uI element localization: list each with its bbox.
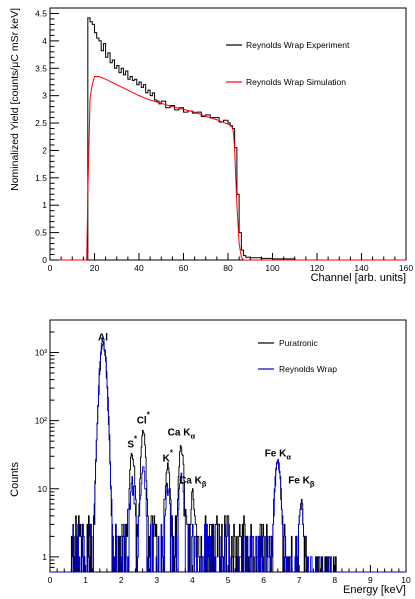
bottom-series-line-0 <box>50 341 406 573</box>
top-y-tick-label: 1.5 <box>35 173 47 183</box>
top-y-tick-label: 1 <box>42 200 47 210</box>
peak-label: K* <box>163 449 174 465</box>
top-x-tick-label: 60 <box>179 263 189 273</box>
bottom-y-tick-label: 10³ <box>35 348 47 358</box>
bottom-x-tick-label: 10 <box>401 575 411 585</box>
top-x-tick-label: 120 <box>310 263 324 273</box>
top-y-tick-label: 2 <box>42 145 47 155</box>
peak-label: Ca Kβ <box>179 475 207 488</box>
top-y-tick-label: 0 <box>42 255 47 265</box>
peak-label: Fe Kα <box>265 448 292 461</box>
bottom-x-tick-label: 6 <box>261 575 266 585</box>
top-legend-experiment-label: Reynolds Wrap Experiment <box>246 40 350 50</box>
chart-bottom: 0 1 2 3 4 5 6 7 8 9 10 1 10 10² 10³ Al S* Cl* K* Ca Kα Ca K… <box>9 319 411 596</box>
top-series-line-1 <box>50 75 406 261</box>
top-x-tick-label: 0 <box>48 263 53 273</box>
bottom-x-tick-label: 9 <box>368 575 373 585</box>
bottom-y-tick-label: 10 <box>38 484 48 494</box>
top-series-line-0 <box>50 17 406 261</box>
top-y-tick-label: 3.5 <box>35 63 47 73</box>
bottom-y-tick-label: 10² <box>35 416 47 426</box>
bottom-plot-frame <box>49 319 407 573</box>
bottom-x-tick-label: 3 <box>154 575 159 585</box>
top-ticks-group: 0 20 40 60 80 100 120 140 160 0 0.5 1 1.5 2 2.5 3 3.5 4 4.… <box>35 8 413 273</box>
peak-label: S* <box>127 435 138 451</box>
bottom-y-tick-label: 1 <box>42 552 47 562</box>
top-x-tick-label: 160 <box>399 263 413 273</box>
bottom-x-tick-label: 4 <box>190 575 195 585</box>
bottom-peak-labels: Al S* Cl* K* Ca Kα Ca Kβ Fe Kα Fe Kβ <box>98 333 315 489</box>
top-y-tick-label: 2.5 <box>35 118 47 128</box>
top-y-tick-label: 0.5 <box>35 228 47 238</box>
bottom-x-tick-label: 1 <box>83 575 88 585</box>
top-x-tick-label: 100 <box>265 263 279 273</box>
peak-label: Ca Kα <box>168 428 196 441</box>
bottom-series-group <box>50 338 406 573</box>
top-y-tick-label: 3 <box>42 91 47 101</box>
chart-top: 0 20 40 60 80 100 120 140 160 0 0.5 1 1.5 2 2.5 3 3.5 4 4.… <box>9 7 413 284</box>
bottom-x-tick-label: 5 <box>226 575 231 585</box>
bottom-x-tick-label: 0 <box>48 575 53 585</box>
top-legend-simulation-label: Reynolds Wrap Simulation <box>246 77 346 87</box>
bottom-x-tick-label: 8 <box>332 575 337 585</box>
top-y-tick-label: 4.5 <box>35 8 47 18</box>
bottom-series-line-1 <box>50 338 406 573</box>
bottom-x-tick-label: 7 <box>297 575 302 585</box>
top-y-axis-label: Nominalized Yield [counts/μC mSr keV] <box>9 8 21 191</box>
top-x-tick-label: 140 <box>354 263 368 273</box>
bottom-legend-puratronic-label: Puratronic <box>279 338 318 348</box>
bottom-y-axis-label: Counts <box>9 462 21 497</box>
peak-label: Al <box>98 333 108 344</box>
bottom-x-axis-label: Energy [keV] <box>343 584 406 596</box>
bottom-x-tick-label: 2 <box>119 575 124 585</box>
peak-label: Fe Kβ <box>288 475 315 488</box>
peak-label: Cl* <box>137 411 151 427</box>
bottom-ticks-group: 0 1 2 3 4 5 6 7 8 9 10 1 10 10² 10³ <box>35 319 411 585</box>
bottom-legend: Puratronic Reynolds Wrap <box>258 338 337 374</box>
top-legend: Reynolds Wrap Experiment Reynolds Wrap S… <box>226 40 350 87</box>
top-y-tick-label: 4 <box>42 36 47 46</box>
top-series-group <box>50 17 406 261</box>
top-x-axis-label: Channel [arb. units] <box>311 272 406 284</box>
top-x-tick-label: 20 <box>90 263 100 273</box>
top-x-tick-label: 80 <box>223 263 233 273</box>
top-x-tick-label: 40 <box>134 263 144 273</box>
bottom-legend-reynolds-label: Reynolds Wrap <box>279 364 337 374</box>
